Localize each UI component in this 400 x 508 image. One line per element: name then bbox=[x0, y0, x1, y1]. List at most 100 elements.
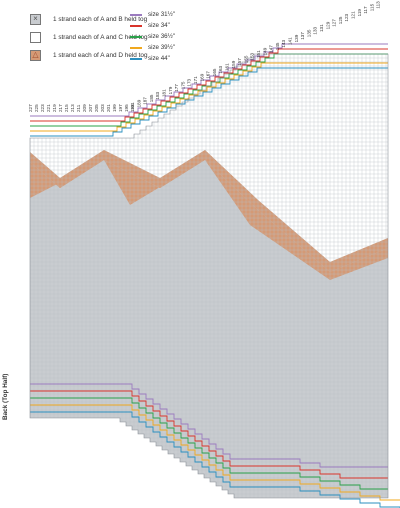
row-number: 113 bbox=[376, 1, 381, 9]
row-number: 195 bbox=[124, 104, 129, 112]
row-number: 215 bbox=[64, 104, 69, 112]
row-number: 217 bbox=[58, 104, 63, 112]
row-number: 147 bbox=[269, 45, 274, 53]
row-number: 213 bbox=[70, 104, 75, 112]
row-number: 189 bbox=[136, 99, 141, 107]
row-number: 125 bbox=[338, 16, 343, 24]
row-number: 131 bbox=[319, 24, 324, 32]
row-number: 117 bbox=[363, 6, 368, 14]
size-label: size 34" bbox=[148, 22, 170, 29]
key-item-a-and-b: × 1 strand each of A and B held tog bbox=[30, 12, 147, 26]
size-line-bottom bbox=[30, 411, 400, 508]
triangle-icon: △ bbox=[30, 49, 41, 61]
size-line-swatch bbox=[130, 35, 142, 38]
size-line-bottom bbox=[30, 404, 400, 501]
size-line-bottom bbox=[30, 390, 388, 479]
row-number: 187 bbox=[143, 97, 148, 105]
size-label: size 36½" bbox=[148, 33, 175, 40]
size-lines bbox=[30, 43, 400, 508]
size-line-swatch bbox=[130, 46, 142, 49]
size-legend-34: size 34" bbox=[130, 21, 170, 30]
chart-grid bbox=[30, 54, 388, 498]
x-icon: × bbox=[30, 13, 41, 25]
row-number: 219 bbox=[52, 104, 57, 112]
size-line-swatch bbox=[130, 13, 142, 16]
row-number: 179 bbox=[168, 86, 173, 94]
row-number: 159 bbox=[231, 60, 236, 68]
grid-lines bbox=[30, 54, 388, 498]
row-number: 173 bbox=[187, 78, 192, 86]
row-number: 157 bbox=[237, 58, 242, 66]
size-line-swatch bbox=[130, 57, 142, 60]
row-number: 141 bbox=[288, 37, 293, 45]
size-legend-31-5: size 31½" bbox=[130, 10, 175, 19]
blank-square-icon bbox=[30, 31, 41, 43]
row-number: 149 bbox=[262, 47, 267, 55]
row-number: 207 bbox=[88, 104, 93, 112]
key-label: 1 strand each of A and B held tog bbox=[53, 15, 148, 23]
row-number: 151 bbox=[256, 50, 261, 58]
row-number: 177 bbox=[174, 84, 179, 92]
row-number: 203 bbox=[100, 104, 105, 112]
size-line-swatch bbox=[130, 24, 142, 27]
row-number: 211 bbox=[76, 104, 81, 112]
row-number: 185 bbox=[149, 94, 154, 102]
row-number: 167 bbox=[206, 71, 211, 79]
key-label: 1 strand each of A and C held tog bbox=[53, 33, 148, 41]
row-number: 119 bbox=[357, 9, 362, 17]
row-number: 193 bbox=[130, 104, 135, 112]
key-label: 1 strand each of A and D held tog bbox=[53, 51, 148, 59]
row-number: 171 bbox=[193, 76, 198, 84]
row-number: 197 bbox=[118, 104, 123, 112]
row-number: 223 bbox=[40, 104, 45, 112]
size-legend-44: size 44" bbox=[130, 54, 170, 63]
row-number-labels: 227 225 223 221 219 217 215 213 211 209 207 205 203 2… bbox=[28, 1, 381, 112]
row-number: 121 bbox=[351, 11, 356, 19]
size-label: size 44" bbox=[148, 55, 170, 62]
size-line-bottom bbox=[30, 383, 388, 468]
rust-band-top bbox=[30, 150, 388, 272]
row-number: 139 bbox=[294, 34, 299, 42]
rust-triangle-right bbox=[205, 160, 388, 280]
row-number: 137 bbox=[300, 32, 305, 40]
size-line-top bbox=[30, 43, 388, 117]
row-number: 221 bbox=[46, 104, 51, 112]
row-number: 143 bbox=[281, 39, 286, 47]
row-number: 153 bbox=[250, 52, 255, 60]
size-line-top bbox=[30, 48, 388, 122]
size-line-top bbox=[30, 62, 388, 132]
row-number: 225 bbox=[34, 104, 39, 112]
row-number: 169 bbox=[199, 73, 204, 81]
rust-triangle-middle bbox=[104, 160, 205, 205]
row-number: 227 bbox=[28, 104, 33, 112]
size-legend-36-5: size 36½" bbox=[130, 32, 175, 41]
chart-side-label: Back (Top Half) bbox=[2, 373, 9, 420]
rust-triangle-left bbox=[30, 160, 104, 198]
row-number: 161 bbox=[225, 63, 230, 71]
row-number: 115 bbox=[369, 3, 374, 11]
row-number: 209 bbox=[82, 104, 87, 112]
row-number: 123 bbox=[344, 13, 349, 21]
row-number: 127 bbox=[332, 19, 337, 27]
chart-border bbox=[29, 53, 389, 499]
size-label: size 31½" bbox=[148, 11, 175, 18]
row-number: 201 bbox=[106, 104, 111, 112]
row-number: 199 bbox=[112, 104, 117, 112]
row-number: 165 bbox=[212, 68, 217, 76]
row-number: 191 bbox=[130, 102, 135, 110]
row-number: 145 bbox=[275, 42, 280, 50]
row-number: 183 bbox=[155, 91, 160, 99]
row-number: 155 bbox=[243, 55, 248, 63]
row-number: 135 bbox=[306, 29, 311, 37]
size-legend-39-5: size 39½" bbox=[130, 43, 175, 52]
chart-outline bbox=[29, 53, 389, 499]
row-number: 181 bbox=[162, 89, 167, 97]
row-number: 175 bbox=[180, 81, 185, 89]
size-line-top bbox=[30, 53, 388, 127]
key-item-a-and-c: 1 strand each of A and C held tog bbox=[30, 30, 148, 44]
size-line-bottom bbox=[30, 397, 388, 490]
size-label: size 39½" bbox=[148, 44, 175, 51]
key-item-a-and-d: △ 1 strand each of A and D held tog bbox=[30, 48, 148, 62]
